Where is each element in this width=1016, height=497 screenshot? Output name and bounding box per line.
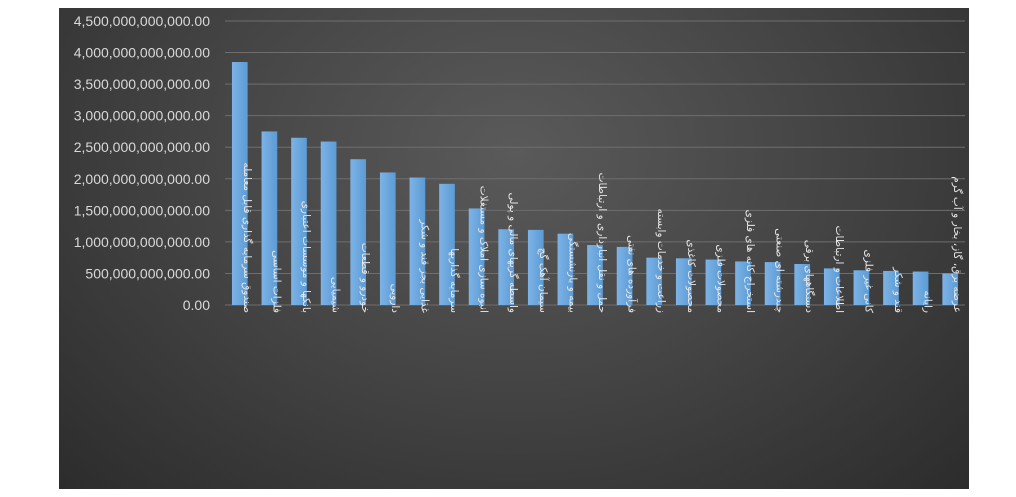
x-category-label: قند و شکر (892, 266, 904, 313)
bar (853, 270, 870, 305)
y-tick-label: 2,000,000,000,000.00 (74, 171, 210, 187)
bar (883, 270, 899, 305)
bar (320, 141, 337, 305)
bar (498, 229, 515, 305)
y-tick-label: 4,000,000,000,000.00 (74, 45, 210, 61)
bar (705, 259, 722, 305)
x-category-label: فلزات اساسی (270, 250, 282, 313)
bar (557, 233, 574, 305)
x-category-label: محصولات فلزی (714, 244, 726, 313)
bar (587, 245, 603, 305)
y-axis-ticks: 0.00 500,000,000,000.00 1,000,000,000,000.… (74, 13, 210, 313)
bar (439, 183, 455, 305)
x-category-label: عرضه برق، گاز، بخار و آب گرم (951, 176, 964, 313)
x-category-label: بانکها و موسسات اعتباری (300, 201, 312, 313)
y-tick-label: 4,500,000,000,000.00 (74, 13, 210, 29)
bar (291, 137, 307, 305)
bar (675, 258, 692, 305)
chart-panel: 0.00 500,000,000,000.00 1,000,000,000,000.… (59, 8, 969, 489)
bar (350, 159, 367, 305)
x-category-label: حمل و نقل انبارداری و ارتباطات (596, 173, 608, 313)
bar (735, 261, 751, 305)
bar (646, 257, 663, 305)
bar (409, 177, 426, 305)
y-tick-label: 1,500,000,000,000.00 (74, 202, 210, 218)
x-category-label: سرمایه گذاریها (448, 248, 461, 313)
bar (231, 62, 248, 306)
x-category-label: خودرو و قطعات (359, 243, 371, 313)
x-category-label: انبوه سازی املاک و مستغلات (478, 186, 490, 313)
x-category-label: چندرشته ای صنعتی (774, 228, 786, 313)
x-category-label: بیمه و بازنشستگی (566, 233, 579, 313)
x-category-label: استخراج کانه های فلزی (744, 210, 756, 313)
y-tick-label: 500,000,000,000.00 (85, 265, 210, 281)
bar (527, 229, 544, 305)
bar (942, 273, 959, 305)
x-category-label: رایانه (922, 290, 934, 313)
x-category-label: زراعت و خدمات وابسته (655, 208, 667, 313)
gridlines (225, 20, 965, 306)
y-tick-label: 0.00 (183, 297, 210, 313)
x-category-label: دارویی (389, 284, 401, 314)
bar (261, 131, 278, 305)
x-category-label: واسطه گریهای مالی و پولی (507, 193, 520, 314)
x-category-label: صندوق سرمایه گذاری قابل معامله (241, 162, 254, 313)
bar (379, 172, 396, 305)
bar (794, 263, 811, 305)
x-category-label: غذایی بجز قند و شکر (418, 218, 430, 313)
y-tick-label: 1,000,000,000,000.00 (74, 234, 210, 250)
bar (764, 262, 781, 305)
bar (468, 208, 485, 305)
x-category-label: فرآورده های نفتی (626, 235, 639, 313)
x-category-label: اطلاعات و ارتباطات (833, 226, 845, 313)
y-tick-label: 3,000,000,000,000.00 (74, 108, 210, 124)
x-category-label: محصولات کاغذی (685, 239, 697, 313)
bar (616, 246, 633, 305)
bars (231, 62, 959, 306)
x-category-label: سیمان آهک گچ (537, 248, 550, 313)
bar-chart: 0.00 500,000,000,000.00 1,000,000,000,000.… (74, 13, 965, 313)
bar (823, 268, 840, 305)
x-category-label: شیمیایی (330, 277, 342, 313)
x-axis-categories: صندوق سرمایه گذاری قابل معامله فلزات اساس… (241, 162, 964, 313)
y-tick-label: 2,500,000,000,000.00 (74, 139, 210, 155)
y-tick-label: 3,500,000,000,000.00 (74, 76, 210, 92)
bar (912, 271, 929, 305)
x-category-label: دستگاههای برقی (803, 240, 816, 314)
x-category-label: کانی غیر فلزی (862, 249, 874, 313)
